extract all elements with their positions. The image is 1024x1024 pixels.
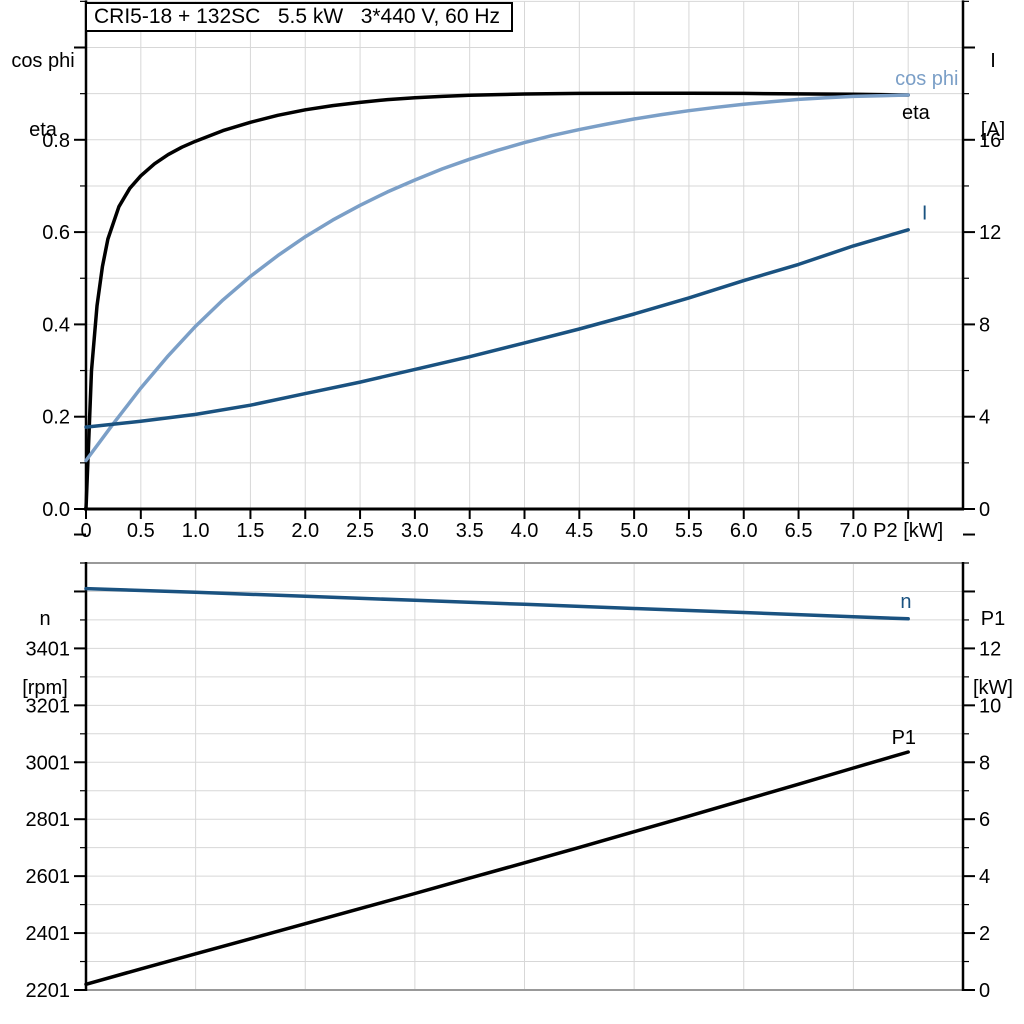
axis-title-cosphi-eta: cos phi eta <box>2 4 84 165</box>
y-left-tick-label: 0.4 <box>42 314 70 336</box>
x-tick-label: 5.5 <box>675 520 703 542</box>
x-tick-label: 3.5 <box>456 520 484 542</box>
curve-label-n: n <box>900 591 911 613</box>
y-right-tick-label: 4 <box>979 407 990 429</box>
y-left-tick-label: 2401 <box>26 923 71 945</box>
x-tick-label: 2.5 <box>346 520 374 542</box>
y-right-tick-label: 10 <box>979 695 1001 717</box>
curve-label-cos-phi: cos phi <box>895 68 958 90</box>
y-left-tick-label: 3001 <box>26 752 71 774</box>
curve-label-p1: P1 <box>892 727 916 749</box>
y-left-tick-label: 0.6 <box>42 222 70 244</box>
axis-title-p1: P1 [kW] <box>962 562 1024 723</box>
x-tick-label: 3.0 <box>401 520 429 542</box>
y-left-tick-label: 0.0 <box>42 499 70 521</box>
y-right-tick-label: 4 <box>979 866 990 888</box>
x-tick-label: 6.0 <box>730 520 758 542</box>
y-left-tick-label: 0.2 <box>42 407 70 429</box>
y-right-tick-label: 16 <box>979 130 1001 152</box>
axis-title-speed-unit: [rpm] <box>22 677 68 699</box>
curve-cos-phi <box>84 93 910 463</box>
x-tick-label: 7.0 <box>839 520 867 542</box>
x-axis-unit-label: P2 [kW] <box>873 520 943 542</box>
axis-title-current-symbol: I <box>990 50 996 72</box>
x-tick-label: 0.5 <box>127 520 155 542</box>
x-tick-label: 1.0 <box>182 520 210 542</box>
y-right-tick-label: 0 <box>979 980 990 1002</box>
y-right-tick-label: 2 <box>979 923 990 945</box>
axis-title-cosphi: cos phi <box>11 50 75 72</box>
y-left-tick-label: 2201 <box>26 980 71 1002</box>
y-right-tick-label: 8 <box>979 752 990 774</box>
y-right-tick-label: 8 <box>979 314 990 336</box>
axis-title-p1-symbol: P1 <box>980 608 1006 630</box>
x-tick-label: 4.5 <box>565 520 593 542</box>
axis-title-eta: eta <box>29 119 57 141</box>
curve-eta <box>84 91 910 511</box>
y-left-tick-label: 3401 <box>26 638 71 660</box>
x-tick-label: 1.5 <box>237 520 265 542</box>
x-tick-label: 5.0 <box>620 520 648 542</box>
x-tick-label: 0 <box>80 520 91 542</box>
y-right-tick-label: 12 <box>979 638 1001 660</box>
x-tick-label: 2.0 <box>291 520 319 542</box>
y-left-tick-label: 2601 <box>26 866 71 888</box>
curve-p1 <box>84 750 910 987</box>
x-tick-label: 4.0 <box>511 520 539 542</box>
y-right-tick-label: 0 <box>979 499 990 521</box>
axis-title-speed-symbol: n <box>39 608 51 630</box>
y-left-tick-label: 2801 <box>26 809 71 831</box>
y-right-tick-label: 12 <box>979 222 1001 244</box>
curve-label-i: I <box>922 203 928 225</box>
curve-n <box>84 586 910 621</box>
axis-title-current-unit: [A] <box>980 119 1006 141</box>
y-left-tick-label: 0.8 <box>42 130 70 152</box>
y-right-tick-label: 6 <box>979 809 990 831</box>
y-left-tick-label: 3201 <box>26 695 71 717</box>
chart-title-box: CRI5-18 + 132SC 5.5 kW 3*440 V, 60 Hz <box>85 2 513 32</box>
chart-title: CRI5-18 + 132SC 5.5 kW 3*440 V, 60 Hz <box>94 5 501 28</box>
axis-title-speed: n [rpm] <box>4 562 86 723</box>
axis-title-p1-unit: [kW] <box>973 677 1013 699</box>
axis-title-current: I [A] <box>962 4 1024 165</box>
curve-i <box>84 228 910 429</box>
x-tick-label: 6.5 <box>785 520 813 542</box>
curve-label-eta: eta <box>902 102 931 124</box>
